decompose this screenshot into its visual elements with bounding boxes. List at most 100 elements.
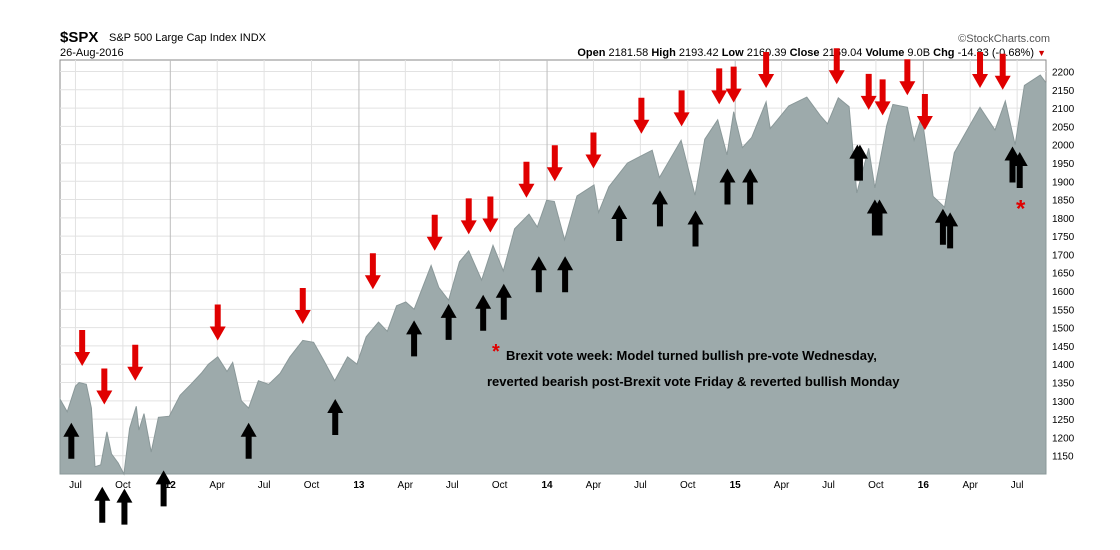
x-tick-label: 14: [542, 480, 554, 491]
y-tick-label: 1200: [1052, 433, 1075, 444]
bullish-signal-arrow: [719, 168, 736, 205]
brexit-star-marker: *: [1016, 196, 1026, 223]
bullish-signal-arrow: [651, 190, 668, 227]
y-tick-label: 1900: [1052, 177, 1075, 188]
y-tick-label: 2050: [1052, 122, 1075, 133]
bullish-signal-arrow: [116, 488, 133, 525]
bearish-signal-arrow: [364, 253, 381, 290]
low-label: Low: [721, 47, 744, 59]
x-tick-label: 13: [353, 480, 365, 491]
y-tick-label: 2000: [1052, 141, 1075, 152]
price-area: [59, 74, 1047, 476]
bullish-signal-arrow: [1011, 151, 1028, 188]
index-name: S&P 500 Large Cap Index INDX: [109, 32, 266, 44]
bullish-signal-arrow: [687, 210, 704, 247]
bearish-signal-arrow: [860, 73, 877, 110]
high-value: 2193.42: [678, 47, 719, 59]
open-value: 2181.58: [608, 47, 649, 59]
bullish-signal-arrow: [742, 168, 759, 205]
x-tick-label: Apr: [774, 480, 790, 491]
bullish-signal-arrow: [934, 208, 951, 245]
x-tick-label: Jul: [258, 480, 271, 491]
close-label: Close: [789, 47, 820, 59]
y-tick-label: 1600: [1052, 287, 1075, 298]
y-tick-label: 1300: [1052, 397, 1075, 408]
y-tick-label: 1750: [1052, 232, 1075, 243]
y-axis-ticks: 1150 1200 1250 1300 1350 1400 1450 1500 1550 1600…: [1052, 67, 1075, 462]
x-tick-label: 16: [918, 480, 930, 491]
x-tick-label: Jul: [1011, 480, 1024, 491]
bullish-signal-arrow: [94, 486, 111, 523]
ticker-symbol: $SPX: [60, 29, 99, 46]
chg-down-icon: ▼: [1037, 48, 1046, 58]
bullish-signal-arrow: [327, 398, 344, 435]
open-label: Open: [577, 47, 606, 59]
annotation-line-2: reverted bearish post-Brexit vote Friday…: [487, 374, 900, 389]
y-tick-label: 1650: [1052, 269, 1075, 280]
bearish-signal-arrow: [585, 132, 602, 169]
bullish-signal-arrow: [495, 283, 512, 320]
annotation-line-1: Brexit vote week: Model turned bullish p…: [506, 348, 877, 363]
stockcharts-brand: ©StockCharts.com: [958, 33, 1050, 45]
x-tick-label: Oct: [868, 480, 884, 491]
y-tick-label: 1250: [1052, 415, 1075, 426]
x-tick-label: Jul: [446, 480, 459, 491]
ohlc-summary: Open 2181.58 High 2193.42 Low 2160.39 Cl…: [577, 47, 1046, 59]
bearish-signal-arrow: [518, 161, 535, 198]
x-axis-ticks: Jul Oct 12 Apr Jul Oct 13 Apr Jul Oct 14 Apr Jul Oct 1…: [69, 480, 1023, 491]
bearish-signal-arrow: [994, 53, 1011, 90]
bearish-signal-arrow: [127, 344, 144, 381]
x-tick-label: Jul: [822, 480, 835, 491]
bearish-signal-arrow: [633, 97, 650, 134]
bearish-signal-arrow: [899, 59, 916, 96]
index-name-text: S&P 500 Large Cap Index: [109, 32, 237, 44]
bullish-signal-arrow: [63, 422, 80, 459]
bearish-signal-arrow: [294, 287, 311, 324]
chart-date: 26-Aug-2016: [60, 47, 124, 59]
bearish-signal-arrow: [758, 51, 775, 88]
y-tick-label: 1550: [1052, 305, 1075, 316]
x-tick-label: Apr: [209, 480, 225, 491]
bullish-signal-arrow: [557, 256, 574, 293]
y-tick-label: 1950: [1052, 159, 1075, 170]
bearish-signal-arrow: [426, 214, 443, 251]
signal-arrows: [63, 48, 1028, 525]
annotation-star: *: [492, 341, 500, 363]
bearish-signal-arrow: [725, 66, 742, 103]
exchange-label: INDX: [239, 32, 266, 44]
bearish-signal-arrow: [74, 330, 91, 367]
x-tick-label: Apr: [586, 480, 602, 491]
volume-value: 9.0B: [907, 47, 931, 59]
bearish-signal-arrow: [482, 196, 499, 233]
x-tick-label: Apr: [962, 480, 978, 491]
y-tick-label: 1700: [1052, 250, 1075, 261]
x-tick-label: Oct: [115, 480, 131, 491]
bullish-signal-arrow: [1004, 146, 1021, 183]
bullish-signal-arrow: [475, 294, 492, 331]
high-label: High: [651, 47, 676, 59]
bearish-signal-arrow: [916, 94, 933, 131]
bullish-signal-arrow: [530, 256, 547, 293]
y-tick-label: 2100: [1052, 104, 1075, 115]
x-tick-label: Apr: [398, 480, 414, 491]
bearish-signal-arrow: [874, 79, 891, 116]
bullish-signal-arrow: [240, 422, 257, 459]
x-tick-label: Oct: [680, 480, 696, 491]
bearish-signal-arrow: [209, 304, 226, 341]
bearish-signal-arrow: [828, 48, 845, 85]
x-tick-label: Oct: [304, 480, 320, 491]
y-tick-label: 2200: [1052, 67, 1075, 78]
y-tick-label: 1850: [1052, 196, 1075, 207]
close-value: 2169.04: [822, 47, 863, 59]
bearish-signal-arrow: [96, 368, 113, 405]
chg-value: -14.83 (-0.68%): [957, 47, 1035, 59]
bullish-signal-arrow: [611, 205, 628, 242]
x-tick-label: 12: [165, 480, 177, 491]
y-tick-label: 1350: [1052, 379, 1075, 390]
bearish-signal-arrow: [711, 68, 728, 105]
x-tick-label: Jul: [634, 480, 647, 491]
y-tick-label: 1500: [1052, 324, 1075, 335]
bearish-signal-arrow: [972, 51, 989, 88]
x-tick-label: Oct: [492, 480, 508, 491]
